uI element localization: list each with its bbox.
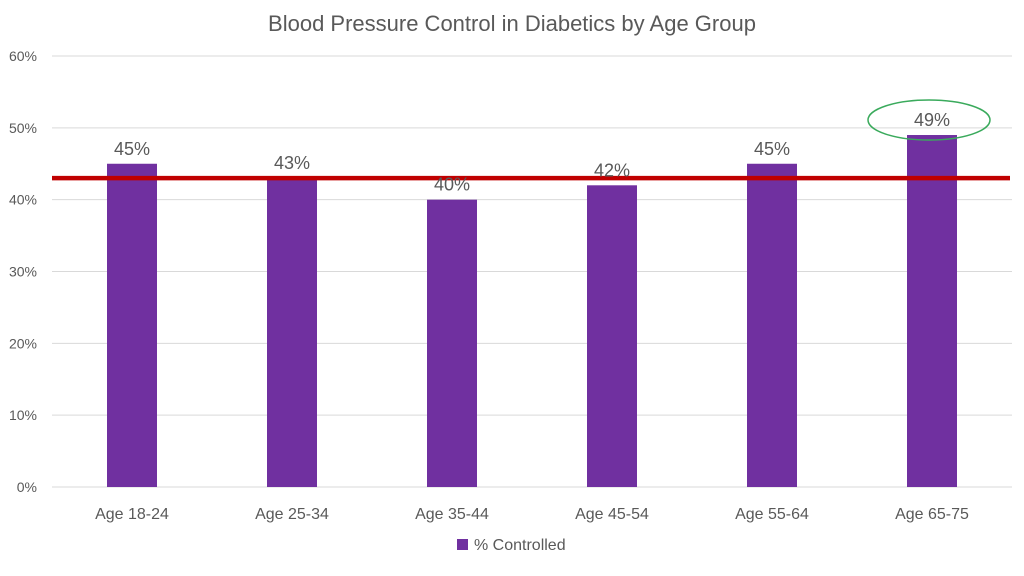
data-label: 42% bbox=[594, 160, 630, 180]
x-tick-label: Age 18-24 bbox=[95, 506, 169, 523]
x-axis-ticks: Age 18-24 Age 25-34 Age 35-44 Age 45-54 Age … bbox=[95, 506, 969, 523]
y-tick-label: 20% bbox=[9, 335, 37, 351]
bar bbox=[267, 178, 317, 487]
data-label: 40% bbox=[434, 175, 470, 195]
x-tick-label: Age 55-64 bbox=[735, 506, 809, 523]
gridlines bbox=[52, 55, 1012, 488]
bars bbox=[107, 135, 957, 488]
bar bbox=[587, 185, 637, 488]
y-axis-ticks: 0% 10% 20% 30% 40% 50% 60% bbox=[9, 48, 37, 495]
bar bbox=[907, 135, 957, 487]
x-tick-label: Age 25-34 bbox=[255, 506, 329, 523]
x-tick-label: Age 65-75 bbox=[895, 506, 969, 523]
legend-swatch bbox=[457, 539, 468, 550]
chart-title: Blood Pressure Control in Diabetics by A… bbox=[268, 11, 756, 36]
y-tick-label: 0% bbox=[17, 479, 37, 495]
data-label: 49% bbox=[914, 110, 950, 130]
data-label: 45% bbox=[114, 139, 150, 159]
y-tick-label: 10% bbox=[9, 407, 37, 423]
y-tick-label: 50% bbox=[9, 120, 37, 136]
y-tick-label: 60% bbox=[9, 48, 37, 64]
data-labels: 45% 43% 40% 42% 45% 49% bbox=[114, 99, 991, 195]
y-tick-label: 30% bbox=[9, 264, 37, 280]
data-label: 45% bbox=[754, 139, 790, 159]
x-tick-label: Age 35-44 bbox=[415, 506, 489, 523]
x-tick-label: Age 45-54 bbox=[575, 506, 649, 523]
data-label: 43% bbox=[274, 153, 310, 173]
bar bbox=[747, 163, 797, 487]
legend: % Controlled bbox=[457, 537, 566, 554]
highlight-ellipse bbox=[867, 99, 991, 141]
bar bbox=[107, 163, 157, 487]
legend-label: % Controlled bbox=[474, 537, 566, 554]
bar bbox=[427, 199, 477, 487]
y-tick-label: 40% bbox=[9, 192, 37, 208]
